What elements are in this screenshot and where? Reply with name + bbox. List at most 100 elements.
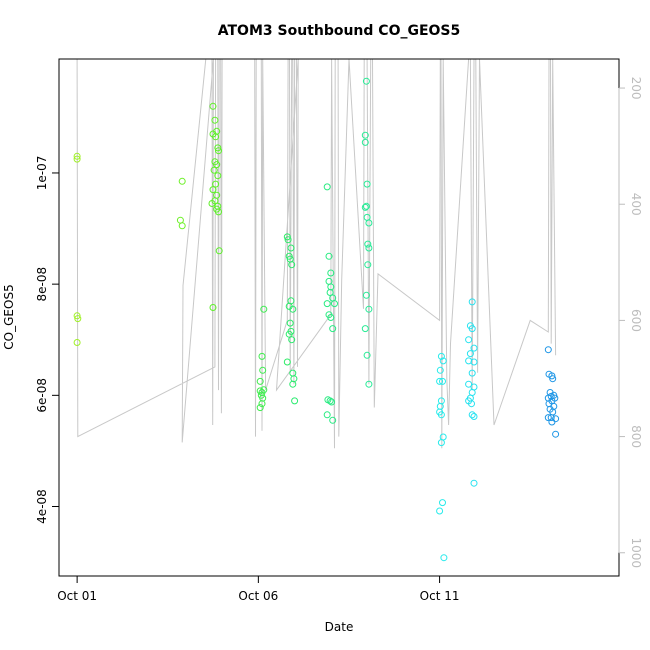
data-point: [465, 380, 473, 388]
data-point: [211, 116, 219, 124]
data-point: [552, 430, 560, 438]
data-point: [365, 219, 373, 227]
y2-tick-label: 400: [629, 193, 643, 216]
data-point: [74, 315, 82, 323]
data-point: [439, 433, 447, 441]
data-point: [470, 344, 478, 352]
data-point: [436, 366, 444, 374]
y-tick-label: 1e-07: [35, 156, 49, 191]
data-point: [291, 397, 299, 405]
pressure-profile-trace: [76, 58, 557, 449]
data-point: [73, 339, 81, 346]
x-tick-label: Oct 11: [420, 589, 460, 603]
data-point: [439, 357, 447, 365]
data-point: [178, 177, 186, 185]
data-point: [286, 319, 294, 327]
data-point: [468, 400, 475, 408]
data-point: [470, 413, 478, 420]
data-point: [73, 152, 81, 160]
data-point: [362, 77, 370, 85]
y-axis-label: CO_GEOS5: [2, 284, 16, 349]
data-point: [323, 300, 331, 308]
x-tick-label: Oct 06: [238, 589, 278, 603]
y2-tick-label: 1000: [629, 537, 643, 568]
data-point: [437, 439, 445, 447]
data-point: [437, 352, 445, 360]
data-point: [73, 155, 81, 163]
pressure-profile-line: [76, 58, 557, 449]
data-point: [327, 269, 335, 277]
data-point: [468, 369, 476, 377]
y-tick-label: 8e-08: [35, 267, 49, 302]
data-points: [73, 77, 560, 562]
data-point: [365, 244, 373, 252]
x-tick-label: Oct 01: [57, 589, 97, 603]
data-point: [212, 133, 220, 141]
data-point: [289, 305, 297, 313]
data-point: [364, 240, 372, 248]
right-pressure-axis: 200 400 600 800 1000: [618, 77, 643, 568]
data-point: [289, 369, 297, 377]
data-point: [465, 336, 473, 344]
data-point: [468, 411, 476, 419]
data-point: [361, 131, 369, 139]
data-point: [214, 172, 222, 180]
data-point: [361, 203, 369, 211]
data-point: [212, 180, 220, 188]
y-axis: 4e-08 6e-08 8e-08 1e-07: [35, 156, 60, 524]
data-point: [213, 161, 221, 169]
data-point: [256, 387, 264, 395]
data-point: [439, 377, 446, 385]
data-point: [287, 244, 295, 252]
data-point: [361, 138, 369, 146]
data-point: [440, 554, 448, 562]
x-axis: Oct 01 Oct 06 Oct 11: [57, 575, 460, 603]
data-point: [215, 147, 222, 155]
data-point: [362, 202, 370, 210]
x-axis-label: Date: [325, 620, 354, 634]
data-point: [544, 414, 552, 422]
data-point: [361, 325, 369, 333]
data-point: [363, 351, 371, 359]
data-point: [213, 205, 221, 213]
data-point: [327, 314, 335, 321]
data-point: [176, 216, 184, 224]
data-point: [215, 247, 223, 255]
y-tick-label: 6e-08: [35, 378, 49, 413]
data-point: [209, 304, 217, 311]
chart-title: ATOM3 Southbound CO_GEOS5: [218, 23, 461, 39]
data-point: [259, 366, 267, 374]
data-point: [466, 350, 474, 358]
data-point: [260, 305, 268, 313]
data-point: [323, 411, 331, 419]
data-point: [331, 300, 338, 308]
data-point: [328, 398, 336, 406]
y-tick-label: 4e-08: [35, 489, 49, 524]
data-point: [470, 358, 478, 366]
data-point: [365, 380, 373, 388]
data-point: [258, 400, 266, 408]
data-point: [289, 380, 297, 388]
y2-tick-label: 200: [629, 77, 643, 100]
data-point: [437, 411, 445, 419]
data-point: [365, 305, 373, 313]
data-point: [468, 325, 476, 333]
data-point: [288, 261, 296, 269]
data-point: [326, 397, 334, 405]
data-point: [283, 233, 291, 241]
data-point: [549, 375, 557, 383]
data-point: [214, 144, 222, 152]
data-point: [363, 213, 371, 221]
data-point: [363, 180, 371, 188]
data-point: [260, 386, 268, 394]
data-point: [285, 330, 293, 338]
y2-tick-label: 600: [629, 309, 643, 332]
data-point: [364, 261, 372, 269]
data-point: [325, 252, 333, 260]
data-point: [73, 312, 81, 320]
data-point: [284, 236, 292, 244]
data-point: [323, 183, 331, 191]
data-point: [439, 499, 446, 507]
data-point: [258, 352, 266, 360]
data-point: [326, 289, 334, 296]
